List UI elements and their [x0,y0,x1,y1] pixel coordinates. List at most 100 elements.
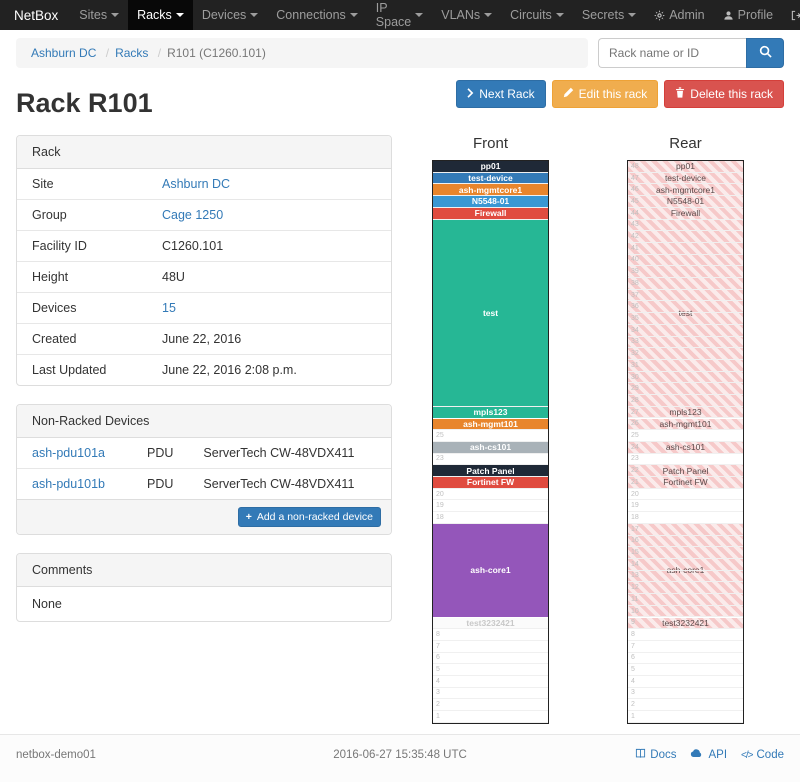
front-rack-device-mpls123[interactable]: mpls123 [433,406,548,418]
device-label: test3232421 [662,617,709,628]
front-rack-device-patch-panel[interactable]: Patch Panel [433,465,548,477]
nav-item-label: Profile [737,8,774,22]
nav-item-sites[interactable]: Sites [70,0,128,30]
front-rack-device-n5548-01[interactable]: N5548-01 [433,196,548,207]
search-button[interactable] [746,38,784,68]
unit-number: 45 [631,197,639,205]
code-link[interactable]: </> Code [741,748,784,762]
attr-value-link[interactable]: Ashburn DC [162,177,231,191]
unit-number: 8 [631,630,635,638]
docs-link[interactable]: Docs [635,748,676,762]
footer: netbox-demo01 2016-06-27 15:35:48 UTC Do… [0,734,800,782]
attr-label: Created [17,323,147,355]
front-rack-device-test3232421[interactable]: test3232421 [433,617,548,629]
attr-label: Site [32,177,54,191]
rear-rack-device-mpls123[interactable]: mpls123 [628,406,743,418]
rack-unit-40: 40 [628,255,743,267]
attr-value-link[interactable]: Cage 1250 [162,208,224,222]
unit-number: 38 [631,279,639,287]
unit-number: 5 [631,666,635,674]
footer-links: Docs API </> Code [635,748,784,762]
unit-number: 1 [436,712,440,720]
attr-value-link[interactable]: 15 [162,301,176,315]
book-icon [635,748,646,762]
front-rack-device-ash-mgmt101[interactable]: ash-mgmt101 [433,418,548,430]
rack-unit-30: 30 [628,372,743,384]
unit-number: 46 [631,186,639,194]
rear-rack-device-fortinet-fw[interactable]: Fortinet FW [628,477,743,488]
nav-item-secrets[interactable]: Secrets [573,0,645,30]
breadcrumb-site-link[interactable]: Ashburn DC [31,46,97,60]
rear-rack-device-firewall[interactable]: Firewall [628,207,743,219]
rack-unit-8: 8 [433,629,548,641]
device-label: Patch Panel [662,465,709,476]
rack-unit-10: 10 [628,606,743,618]
unit-number: 2 [631,701,635,709]
attr-value: June 22, 2016 2:08 p.m. [147,354,391,385]
rear-rack-device-ash-mgmtcore1[interactable]: ash-mgmtcore1 [628,184,743,196]
unit-number: 19 [436,502,444,510]
rack-unit-1: 1 [628,711,743,723]
device-label: ash-cs101 [469,442,512,453]
delete-rack-button[interactable]: Delete this rack [664,80,784,108]
device-link[interactable]: ash-pdu101b [32,477,105,491]
rear-rack-device-ash-cs101[interactable]: ash-cs101 [628,442,743,453]
device-label: test [482,307,499,318]
front-rack-device-test[interactable]: test [433,219,548,406]
comments-panel: Comments None [16,553,392,622]
gear-icon [654,9,666,21]
nav-item-connections[interactable]: Connections [267,0,367,30]
rear-rack-device-test3232421[interactable]: test3232421 [628,617,743,629]
unit-number: 44 [631,209,639,217]
rear-rack-device-ash-mgmt101[interactable]: ash-mgmt101 [628,418,743,430]
nav-item-log-out[interactable]: Log out [782,0,800,30]
rear-rack-device-patch-panel[interactable]: Patch Panel [628,465,743,477]
brand[interactable]: NetBox [14,7,59,23]
nav-item-racks[interactable]: Racks [128,0,193,30]
unit-number: 15 [631,549,639,557]
edit-rack-button[interactable]: Edit this rack [551,80,659,108]
rack-unit-20: 20 [433,489,548,501]
rack-unit-35: 35 [628,313,743,325]
unit-number: 4 [436,677,440,685]
next-rack-button[interactable]: Next Rack [456,80,546,108]
attr-label: Last Updated [17,354,147,385]
unit-number: 2 [436,701,440,709]
rear-rack-device-pp01[interactable]: pp01 [628,161,743,172]
rack-unit-32: 32 [628,348,743,360]
front-rack-device-pp01[interactable]: pp01 [433,161,548,172]
front-rack-device-ash-mgmtcore1[interactable]: ash-mgmtcore1 [433,184,548,196]
next-rack-label: Next Rack [479,87,535,101]
add-non-racked-device-button[interactable]: + Add a non-racked device [237,507,381,527]
unit-number: 25 [631,432,639,440]
search-input[interactable] [598,38,746,68]
rear-rack-device-test-device[interactable]: test-device [628,172,743,184]
unit-number: 10 [631,607,639,615]
front-rack-device-ash-cs101[interactable]: ash-cs101 [433,442,548,453]
rack-unit-47: 47 [628,173,743,185]
rack-unit-13: 13 [628,571,743,583]
rack-unit-42: 42 [628,231,743,243]
unit-number: 26 [631,420,639,428]
rear-rack-device-n5548-01[interactable]: N5548-01 [628,196,743,207]
api-link[interactable]: API [690,748,727,762]
non-racked-panel-title: Non-Racked Devices [17,405,391,438]
nav-item-devices[interactable]: Devices [193,0,267,30]
nav-item-circuits[interactable]: Circuits [501,0,573,30]
breadcrumb-racks-link[interactable]: Racks [115,46,149,60]
device-link[interactable]: ash-pdu101a [32,446,105,460]
rack-attr-row-last-updated: Last Updated June 22, 2016 2:08 p.m. [17,354,391,385]
comments-panel-title: Comments [17,554,391,587]
nav-item-profile[interactable]: Profile [714,0,782,30]
front-rack-device-test-device[interactable]: test-device [433,172,548,184]
nav-item-vlans[interactable]: VLANs [432,0,501,30]
attr-value: Cage 1250 [147,199,391,231]
front-rack-device-fortinet-fw[interactable]: Fortinet FW [433,477,548,488]
nav-item-admin[interactable]: Admin [645,0,713,30]
front-rack-device-firewall[interactable]: Firewall [433,207,548,219]
plus-icon: + [245,511,252,523]
front-rack-device-ash-core1[interactable]: ash-core1 [433,523,548,617]
unit-number: 18 [631,513,639,521]
front-rack-title: Front [472,135,508,152]
nav-item-ip-space[interactable]: IP Space [367,0,432,30]
